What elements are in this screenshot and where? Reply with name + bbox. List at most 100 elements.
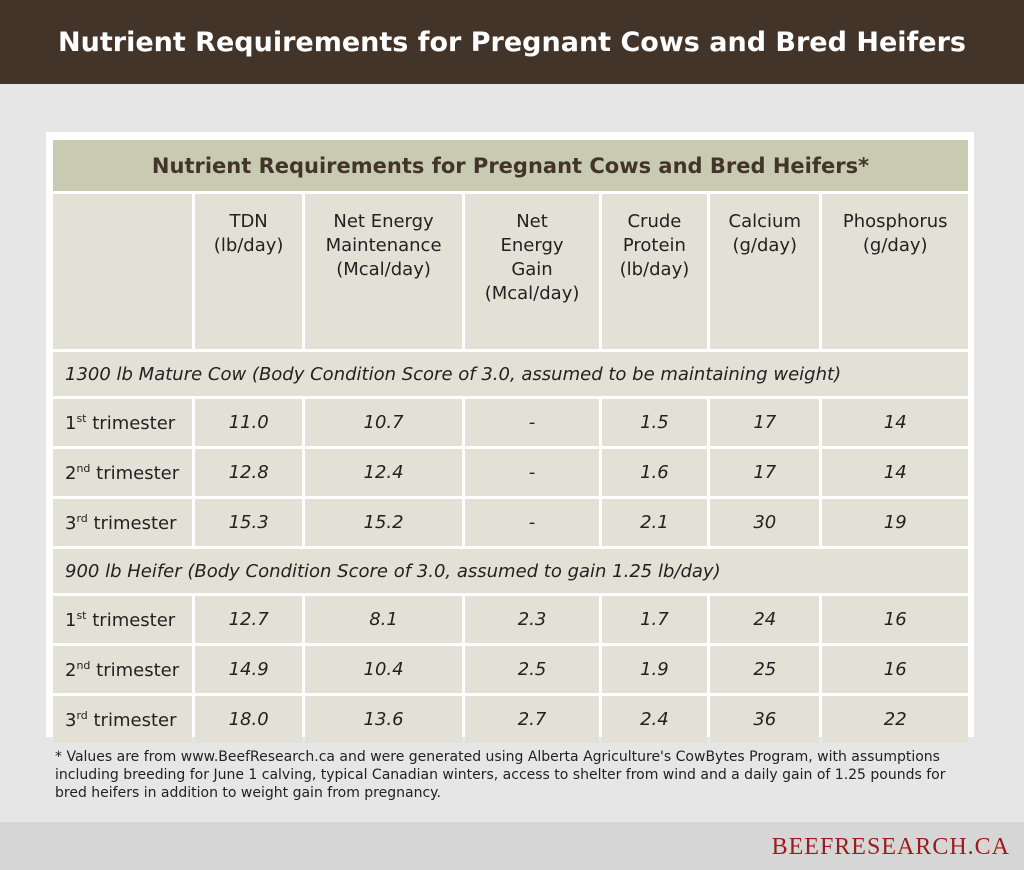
group-label: 1300 lb Mature Cow (Body Condition Score…: [53, 352, 968, 396]
value-cell: 12.4: [304, 449, 463, 496]
value-cell: 1.5: [601, 399, 708, 446]
header-line: Phosphorus: [842, 211, 948, 232]
value-cell: 13.6: [304, 696, 463, 743]
header-cell: Calcium (g/day): [710, 194, 820, 349]
group-label: 900 lb Heifer (Body Condition Score of 3…: [53, 549, 968, 593]
header-title: Nutrient Requirements for Pregnant Cows …: [58, 26, 966, 58]
data-row: 1st trimester 12.7 8.1 2.3 1.7 24 16: [53, 596, 968, 643]
row-label-text: trimester: [96, 462, 180, 484]
header-line: (Mcal/day): [484, 283, 580, 304]
row-label: 3rd trimester: [53, 696, 193, 743]
header-cell: Net Energy Gain (Mcal/day): [465, 194, 599, 349]
value-cell: 14: [822, 449, 968, 496]
title-row: Nutrient Requirements for Pregnant Cows …: [53, 140, 968, 191]
header-line: (lb/day): [619, 259, 690, 280]
row-label-text: trimester: [93, 709, 177, 731]
header-line: (Mcal/day): [336, 259, 431, 280]
nutrient-table: Nutrient Requirements for Pregnant Cows …: [50, 137, 971, 746]
value-cell: 22: [822, 696, 968, 743]
header-line: Net: [516, 211, 548, 232]
header-cell: TDN (lb/day): [195, 194, 302, 349]
header-cell: [53, 194, 193, 349]
header-line: Crude: [627, 211, 682, 232]
value-cell: 24: [710, 596, 820, 643]
ordinal-suffix: st: [76, 411, 87, 425]
header-line: Gain: [511, 259, 553, 280]
value-cell: 1.6: [601, 449, 708, 496]
row-label-text: trimester: [92, 412, 176, 434]
header-line: TDN: [229, 211, 268, 232]
value-cell: 36: [710, 696, 820, 743]
value-cell: 10.7: [304, 399, 463, 446]
data-row: 3rd trimester 18.0 13.6 2.7 2.4 36 22: [53, 696, 968, 743]
value-cell: 2.3: [465, 596, 599, 643]
ordinal: 1: [65, 412, 77, 434]
ordinal: 2: [65, 462, 77, 484]
row-label: 1st trimester: [53, 399, 193, 446]
header-line: (g/day): [732, 235, 798, 256]
value-cell: 12.7: [195, 596, 302, 643]
table-title: Nutrient Requirements for Pregnant Cows …: [53, 140, 968, 191]
data-row: 1st trimester 11.0 10.7-1.5 17 14: [53, 399, 968, 446]
value-cell: 19: [822, 499, 968, 546]
row-label-text: trimester: [93, 512, 177, 534]
row-label: 3rd trimester: [53, 499, 193, 546]
value-cell: 30: [710, 499, 820, 546]
value-cell: 12.8: [195, 449, 302, 496]
ordinal: 1: [65, 609, 77, 631]
ordinal: 3: [65, 512, 77, 534]
header-bar: Nutrient Requirements for Pregnant Cows …: [0, 0, 1024, 84]
footnote: * Values are from www.BeefResearch.ca an…: [55, 749, 946, 801]
value-cell: 11.0: [195, 399, 302, 446]
value-cell: 2.1: [601, 499, 708, 546]
value-cell: 2.4: [601, 696, 708, 743]
data-row: 2nd trimester 14.9 10.4 2.5 1.9 25 16: [53, 646, 968, 693]
value-cell: 25: [710, 646, 820, 693]
data-row: 2nd trimester 12.8 12.4-1.6 17 14: [53, 449, 968, 496]
value-cell: 1.9: [601, 646, 708, 693]
value-cell: -: [465, 499, 599, 546]
value-cell: 2.5: [465, 646, 599, 693]
header-cell: Net Energy Maintenance (Mcal/day): [304, 194, 463, 349]
ordinal: 3: [65, 709, 77, 731]
header-line: (g/day): [862, 235, 928, 256]
ordinal: 2: [65, 659, 77, 681]
value-cell: 18.0: [195, 696, 302, 743]
row-label-text: trimester: [92, 609, 176, 631]
value-cell: 2.7: [465, 696, 599, 743]
ordinal-suffix: rd: [76, 708, 88, 722]
header-row: TDN (lb/day) Net Energy Maintenance (Mcal/da…: [53, 194, 968, 349]
value-cell: 16: [822, 646, 968, 693]
group-row: 900 lb Heifer (Body Condition Score of 3…: [53, 549, 968, 593]
header-line: Energy: [500, 235, 564, 256]
row-label-text: trimester: [96, 659, 180, 681]
row-label: 2nd trimester: [53, 646, 193, 693]
row-label: 2nd trimester: [53, 449, 193, 496]
data-row: 3rd trimester 15.3 15.2-2.1 30 19: [53, 499, 968, 546]
value-cell: 17: [710, 449, 820, 496]
value-cell: -: [465, 449, 599, 496]
value-cell: 17: [710, 399, 820, 446]
value-cell: 8.1: [304, 596, 463, 643]
group-row: 1300 lb Mature Cow (Body Condition Score…: [53, 352, 968, 396]
value-cell: 15.2: [304, 499, 463, 546]
value-cell: 14.9: [195, 646, 302, 693]
header-line: Net Energy: [333, 211, 434, 232]
header-line: Calcium: [728, 211, 801, 232]
brand: BEEFRESEARCH.CA: [771, 834, 1010, 860]
ordinal-suffix: nd: [76, 658, 91, 672]
value-cell: 10.4: [304, 646, 463, 693]
ordinal-suffix: st: [76, 608, 87, 622]
ordinal-suffix: nd: [76, 461, 91, 475]
header-cell: Crude Protein (lb/day): [601, 194, 708, 349]
ordinal-suffix: rd: [76, 511, 88, 525]
header-line: Maintenance: [325, 235, 442, 256]
row-label: 1st trimester: [53, 596, 193, 643]
header-line: Protein: [622, 235, 686, 256]
value-cell: 16: [822, 596, 968, 643]
header-line: (lb/day): [213, 235, 284, 256]
value-cell: 14: [822, 399, 968, 446]
footer-bar: BEEFRESEARCH.CA: [0, 822, 1024, 870]
value-cell: 15.3: [195, 499, 302, 546]
